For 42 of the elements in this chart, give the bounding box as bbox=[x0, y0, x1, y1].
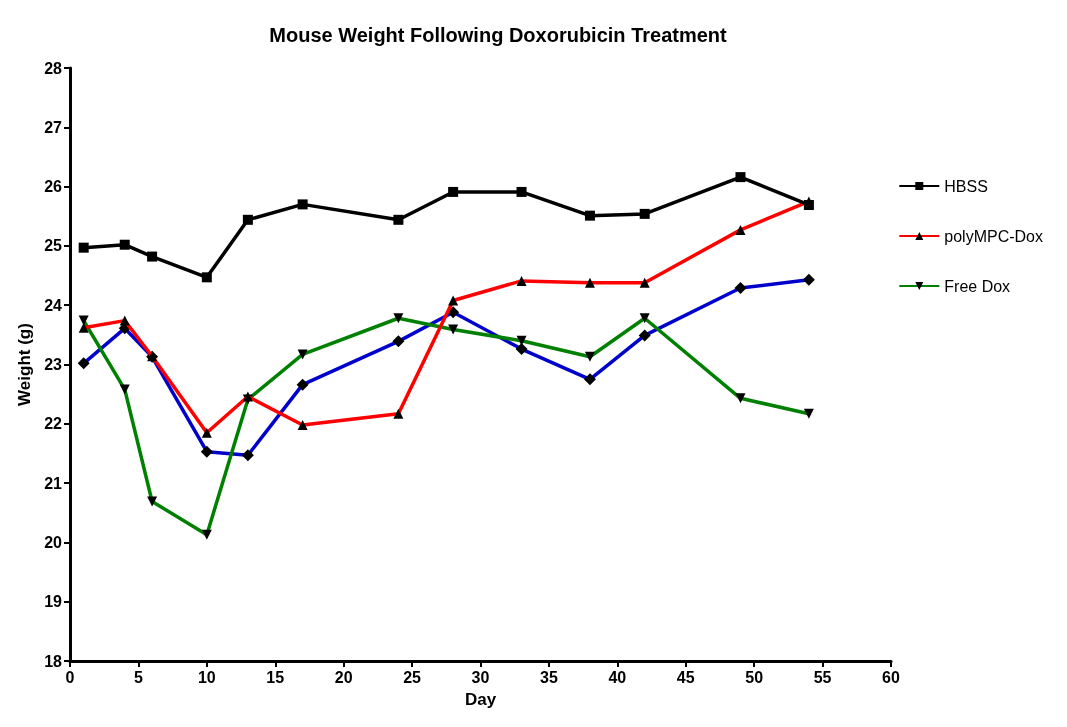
x-tick-label: 20 bbox=[334, 668, 353, 686]
x-tick-label: 15 bbox=[266, 668, 285, 686]
x-tick-label: 35 bbox=[540, 668, 558, 686]
point bbox=[201, 272, 212, 283]
y-tick-label: 27 bbox=[44, 118, 63, 136]
x-tick-label: 0 bbox=[65, 668, 75, 686]
x-tick-label: 50 bbox=[745, 668, 764, 686]
y-tick-label: 20 bbox=[44, 533, 63, 551]
y-axis-title: Weight (g) bbox=[15, 323, 35, 406]
y-tick-label: 22 bbox=[44, 415, 63, 433]
legend-label: HBSS bbox=[944, 177, 988, 195]
legend-label: polyMPC-Dox bbox=[944, 227, 1043, 245]
y-tick-label: 25 bbox=[44, 237, 63, 255]
x-tick-label: 55 bbox=[813, 668, 832, 686]
point bbox=[584, 210, 595, 221]
point bbox=[147, 251, 158, 262]
x-axis-title: Day bbox=[464, 690, 497, 709]
y-tick-label: 18 bbox=[44, 652, 63, 670]
point bbox=[78, 242, 89, 253]
y-tick-label: 24 bbox=[44, 296, 63, 314]
point bbox=[448, 186, 459, 197]
chart-title: Mouse Weight Following Doxorubicin Treatment bbox=[269, 24, 728, 46]
y-tick-label: 26 bbox=[44, 178, 63, 196]
x-tick-label: 60 bbox=[882, 668, 900, 686]
y-tick-label: 19 bbox=[44, 593, 63, 611]
point bbox=[393, 214, 404, 225]
point bbox=[119, 239, 130, 250]
point bbox=[242, 214, 253, 225]
point bbox=[639, 208, 650, 219]
point bbox=[735, 172, 746, 183]
y-tick-label: 28 bbox=[44, 59, 63, 77]
legend-label: Free Dox bbox=[944, 277, 1011, 295]
y-tick-label: 21 bbox=[44, 474, 63, 492]
x-tick-label: 45 bbox=[676, 668, 695, 686]
x-tick-label: 25 bbox=[403, 668, 422, 686]
x-tick-label: 5 bbox=[133, 668, 143, 686]
x-tick-label: 40 bbox=[608, 668, 627, 686]
x-tick-label: 30 bbox=[471, 668, 490, 686]
point bbox=[297, 199, 308, 210]
y-tick-label: 23 bbox=[44, 356, 63, 373]
point bbox=[516, 186, 527, 197]
x-tick-label: 10 bbox=[197, 668, 216, 686]
